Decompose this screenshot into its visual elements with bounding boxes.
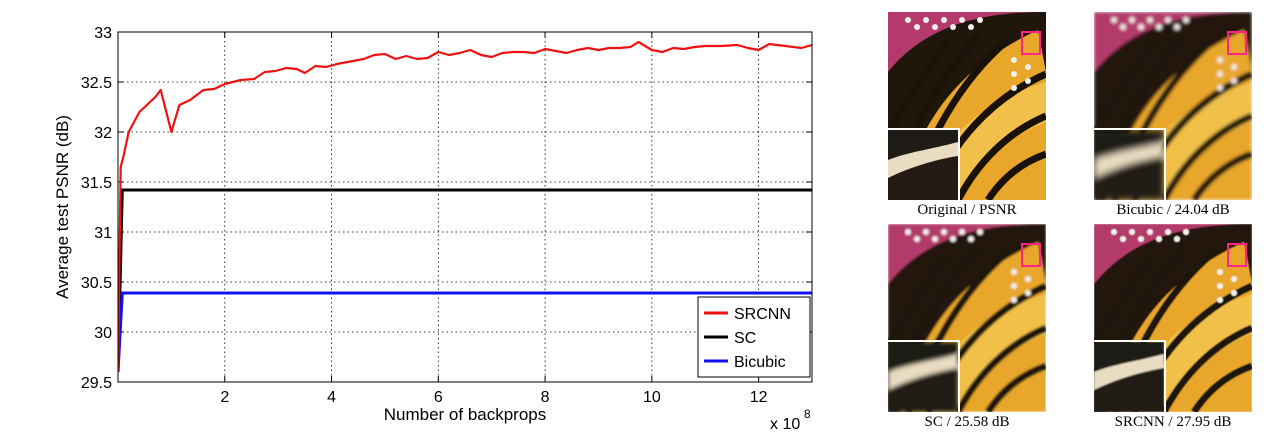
panel-sc: SC / 25.58 dB [888,224,1046,430]
x-axis-title: Number of backprops [384,405,547,424]
y-tick-label: 32.5 [81,75,112,92]
legend-label-sc: SC [734,330,756,347]
caption-original: Original / PSNR [917,202,1017,218]
zoom-inset-graphic [1094,130,1164,200]
y-tick-label: 33 [94,25,112,42]
caption-bicubic: Bicubic / 24.04 dB [1116,202,1230,218]
zoom-inset [888,128,960,200]
zoom-inset [1094,340,1166,412]
x-tick-label: 10 [643,389,661,406]
x-tick-label: 6 [434,389,443,406]
y-tick-label: 29.5 [81,375,112,392]
y-axis-title: Average test PSNR (dB) [53,115,72,299]
butterfly-image-bicubic [1094,12,1252,200]
zoom-inset [1094,128,1166,200]
zoom-inset [888,340,960,412]
x-multiplier-exponent: 8 [804,407,811,421]
x-multiplier-label: x 10 [770,416,800,433]
panel-bicubic: Bicubic / 24.04 dB [1094,12,1252,218]
y-tick-label: 30 [94,325,112,342]
butterfly-image-srcnn [1094,224,1252,412]
series-line-srcnn [118,40,812,373]
x-tick-label: 4 [327,389,336,406]
series-layer [118,40,812,373]
psnr-line-chart: 2 4 6 8 10 12 29.5 30 30.5 31 31.5 32 32.5 33 Number … [53,25,813,433]
zoom-inset-graphic [888,342,958,412]
y-tick-label: 32 [94,125,112,142]
x-tick-label: 8 [541,389,550,406]
y-tick-label: 31 [94,225,112,242]
plot-area [117,31,813,383]
legend: SRCNN SC Bicubic [697,296,811,378]
panel-srcnn: SRCNN / 27.95 dB [1094,224,1252,430]
zoom-inset-graphic [888,130,958,200]
caption-srcnn: SRCNN / 27.95 dB [1114,414,1232,430]
zoom-inset-graphic [1094,342,1164,412]
butterfly-image-sc [888,224,1046,412]
grid-lines [118,32,812,382]
plot-frame [117,31,813,383]
caption-sc: SC / 25.58 dB [924,414,1010,430]
panel-original: Original / PSNR [888,12,1046,218]
butterfly-image-original [888,12,1046,200]
axis-ticks: 2 4 6 8 10 12 29.5 30 30.5 31 31.5 32 32.5 33 [81,25,812,406]
y-tick-label: 31.5 [81,175,112,192]
y-tick-label: 30.5 [81,275,112,292]
legend-label-srcnn: SRCNN [734,306,791,323]
legend-label-bicubic: Bicubic [734,354,786,371]
x-tick-label: 12 [750,389,768,406]
x-tick-label: 2 [220,389,229,406]
